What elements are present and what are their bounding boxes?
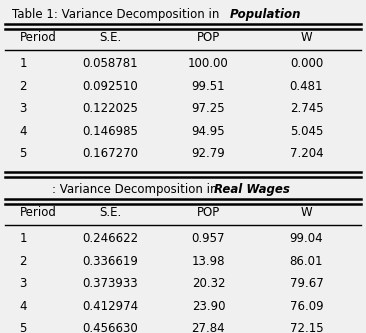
Text: 0.336619: 0.336619 bbox=[82, 255, 138, 268]
Text: POP: POP bbox=[197, 206, 220, 219]
Text: 5: 5 bbox=[19, 322, 27, 333]
Text: 2: 2 bbox=[19, 80, 27, 93]
Text: Table 1: Variance Decomposition in: Table 1: Variance Decomposition in bbox=[12, 8, 223, 21]
Text: 0.146985: 0.146985 bbox=[82, 125, 138, 138]
Text: POP: POP bbox=[197, 31, 220, 44]
Text: 97.25: 97.25 bbox=[192, 102, 225, 115]
Text: Period: Period bbox=[19, 31, 56, 44]
Text: 0.373933: 0.373933 bbox=[83, 277, 138, 290]
Text: 0.000: 0.000 bbox=[290, 57, 323, 70]
Text: 99.51: 99.51 bbox=[192, 80, 225, 93]
Text: : Variance Decomposition in: : Variance Decomposition in bbox=[52, 183, 221, 196]
Text: 94.95: 94.95 bbox=[192, 125, 225, 138]
Text: 0.246622: 0.246622 bbox=[82, 232, 138, 245]
Text: Population: Population bbox=[229, 8, 301, 21]
Text: 7.204: 7.204 bbox=[290, 147, 323, 160]
Text: 0.412974: 0.412974 bbox=[82, 300, 138, 313]
Text: 5: 5 bbox=[19, 147, 27, 160]
Text: 0.957: 0.957 bbox=[192, 232, 225, 245]
Text: 23.90: 23.90 bbox=[192, 300, 225, 313]
Text: 92.79: 92.79 bbox=[191, 147, 225, 160]
Text: 4: 4 bbox=[19, 125, 27, 138]
Text: 0.122025: 0.122025 bbox=[82, 102, 138, 115]
Text: 5.045: 5.045 bbox=[290, 125, 323, 138]
Text: 0.058781: 0.058781 bbox=[83, 57, 138, 70]
Text: 0.167270: 0.167270 bbox=[82, 147, 138, 160]
Text: 3: 3 bbox=[19, 277, 27, 290]
Text: 3: 3 bbox=[19, 102, 27, 115]
Text: 2.745: 2.745 bbox=[290, 102, 323, 115]
Text: 2: 2 bbox=[19, 255, 27, 268]
Text: S.E.: S.E. bbox=[99, 31, 122, 44]
Text: 100.00: 100.00 bbox=[188, 57, 229, 70]
Text: Real Wages: Real Wages bbox=[214, 183, 290, 196]
Text: W: W bbox=[301, 31, 312, 44]
Text: Period: Period bbox=[19, 206, 56, 219]
Text: 20.32: 20.32 bbox=[192, 277, 225, 290]
Text: 4: 4 bbox=[19, 300, 27, 313]
Text: 13.98: 13.98 bbox=[192, 255, 225, 268]
Text: 0.092510: 0.092510 bbox=[82, 80, 138, 93]
Text: 72.15: 72.15 bbox=[290, 322, 323, 333]
Text: 1: 1 bbox=[19, 232, 27, 245]
Text: 79.67: 79.67 bbox=[290, 277, 324, 290]
Text: 86.01: 86.01 bbox=[290, 255, 323, 268]
Text: 27.84: 27.84 bbox=[192, 322, 225, 333]
Text: 0.456630: 0.456630 bbox=[82, 322, 138, 333]
Text: S.E.: S.E. bbox=[99, 206, 122, 219]
Text: 99.04: 99.04 bbox=[290, 232, 323, 245]
Text: 76.09: 76.09 bbox=[290, 300, 323, 313]
Text: 1: 1 bbox=[19, 57, 27, 70]
Text: 0.481: 0.481 bbox=[290, 80, 323, 93]
Text: W: W bbox=[301, 206, 312, 219]
